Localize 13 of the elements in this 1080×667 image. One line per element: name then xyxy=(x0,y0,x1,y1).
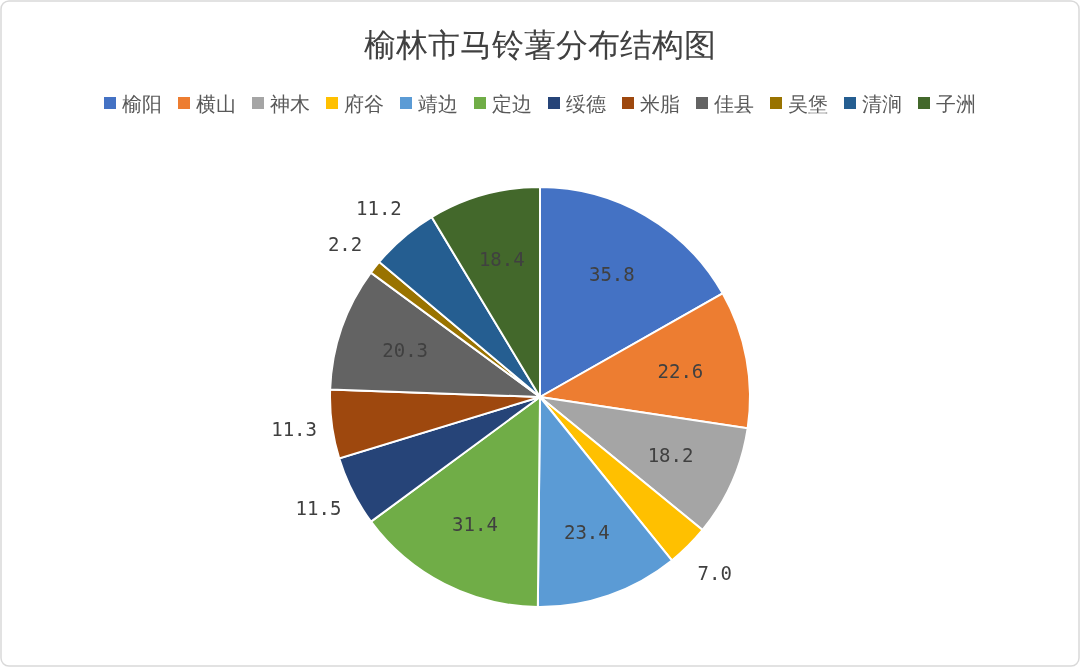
legend-label: 府谷 xyxy=(344,92,384,116)
legend-label: 清涧 xyxy=(862,92,902,116)
legend-label: 横山 xyxy=(196,92,236,116)
legend-label: 吴堡 xyxy=(788,92,828,116)
legend-label: 靖边 xyxy=(418,92,458,116)
title: 榆林市马铃薯分布结构图 xyxy=(364,26,716,64)
legend-label: 米脂 xyxy=(640,92,680,116)
legend-label: 榆阳 xyxy=(122,92,162,116)
legend-label: 绥德 xyxy=(566,92,606,116)
legend-label: 定边 xyxy=(492,92,532,116)
legend-label: 神木 xyxy=(270,92,310,116)
legend-label: 佳县 xyxy=(714,92,754,116)
legend-label: 子洲 xyxy=(936,92,976,116)
